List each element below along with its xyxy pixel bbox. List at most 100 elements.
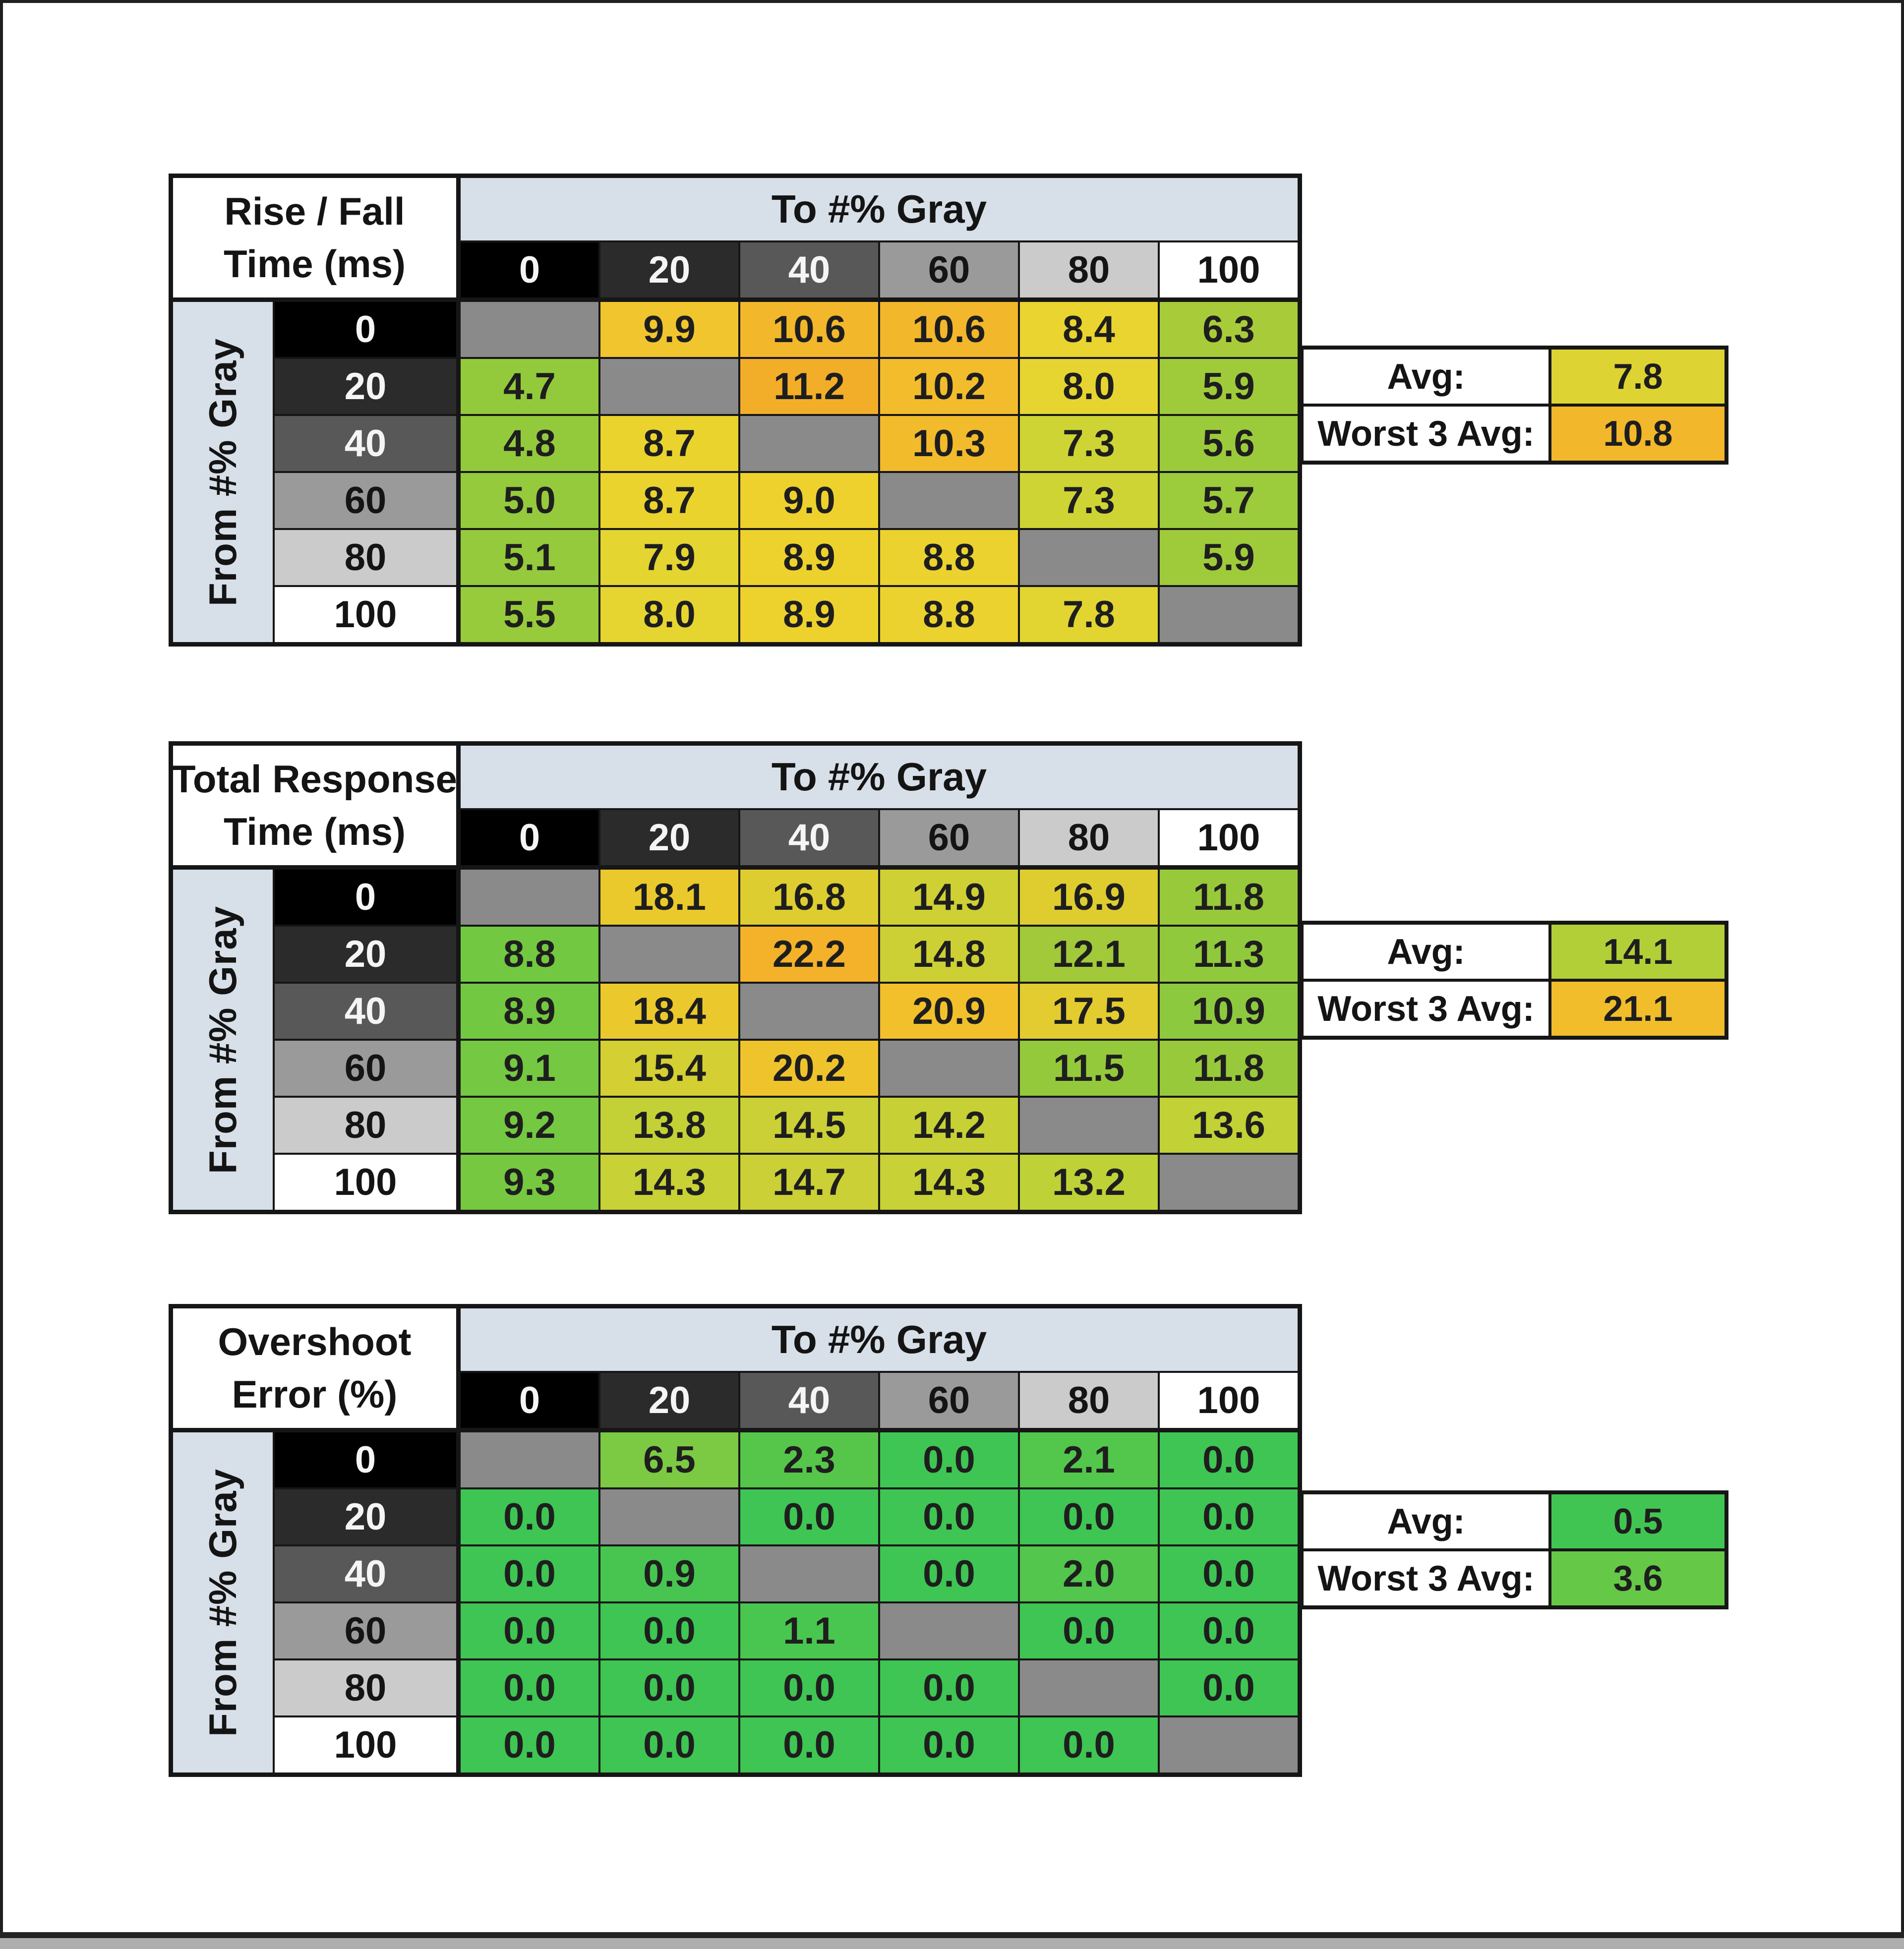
data-cell: 20.2	[739, 1040, 879, 1097]
diagonal-cell	[1019, 529, 1159, 586]
col-header-80: 80	[1019, 1372, 1159, 1431]
diagonal-cell	[739, 983, 879, 1040]
col-header-100: 100	[1159, 1372, 1299, 1431]
row-header-80: 80	[274, 1097, 460, 1154]
row-header-20: 20	[274, 1488, 460, 1545]
data-cell: 6.5	[599, 1431, 739, 1488]
data-cell: 18.1	[599, 869, 739, 926]
data-cell: 13.6	[1159, 1097, 1299, 1154]
data-cell: 0.0	[739, 1488, 879, 1545]
data-cell: 0.0	[879, 1659, 1019, 1716]
avg-value: 7.8	[1550, 348, 1726, 405]
diagonal-cell	[599, 358, 739, 415]
avg-label: Avg:	[1302, 1493, 1550, 1550]
row-header-40: 40	[274, 1545, 460, 1602]
avg-label: Avg:	[1302, 348, 1550, 405]
worst3-avg-label: Worst 3 Avg:	[1302, 405, 1550, 462]
to-gray-band: To #% Gray	[460, 177, 1299, 241]
row-header-20: 20	[274, 926, 460, 983]
row-header-0: 0	[274, 1431, 460, 1488]
data-cell: 7.3	[1019, 472, 1159, 529]
data-cell: 5.1	[460, 529, 599, 586]
col-header-0: 0	[460, 809, 599, 869]
col-header-40: 40	[739, 1372, 879, 1431]
data-cell: 18.4	[599, 983, 739, 1040]
data-cell: 11.8	[1159, 869, 1299, 926]
data-cell: 0.0	[1159, 1431, 1299, 1488]
data-cell: 20.9	[879, 983, 1019, 1040]
diagonal-cell	[599, 926, 739, 983]
data-cell: 7.8	[1019, 586, 1159, 643]
row-header-80: 80	[274, 1659, 460, 1716]
from-gray-label: From #% Gray	[201, 905, 244, 1174]
data-cell: 0.0	[460, 1488, 599, 1545]
data-cell: 1.1	[739, 1602, 879, 1659]
row-header-0: 0	[274, 869, 460, 926]
data-cell: 14.8	[879, 926, 1019, 983]
col-header-20: 20	[599, 809, 739, 869]
bottom-divider-line	[0, 1932, 1904, 1938]
worst3-avg-label: Worst 3 Avg:	[1302, 980, 1550, 1037]
data-cell: 9.2	[460, 1097, 599, 1154]
data-cell: 0.0	[460, 1545, 599, 1602]
col-header-80: 80	[1019, 809, 1159, 869]
data-cell: 14.2	[879, 1097, 1019, 1154]
diagonal-cell	[739, 1545, 879, 1602]
diagonal-cell	[879, 1602, 1019, 1659]
data-cell: 10.9	[1159, 983, 1299, 1040]
data-cell: 9.3	[460, 1154, 599, 1211]
from-gray-label: From #% Gray	[201, 1468, 244, 1737]
col-header-100: 100	[1159, 809, 1299, 869]
row-header-40: 40	[274, 415, 460, 472]
col-header-60: 60	[879, 241, 1019, 301]
from-gray-band: From #% Gray	[172, 301, 274, 643]
diagonal-cell	[460, 869, 599, 926]
row-header-80: 80	[274, 529, 460, 586]
data-cell: 0.0	[739, 1659, 879, 1716]
bottom-scroll-strip	[0, 1938, 1904, 1949]
diagonal-cell	[599, 1488, 739, 1545]
worst3-avg-label: Worst 3 Avg:	[1302, 1550, 1550, 1607]
data-cell: 0.0	[879, 1545, 1019, 1602]
data-cell: 0.0	[599, 1716, 739, 1773]
col-header-40: 40	[739, 809, 879, 869]
diagonal-cell	[460, 1431, 599, 1488]
data-cell: 10.6	[879, 301, 1019, 358]
data-cell: 14.9	[879, 869, 1019, 926]
diagonal-cell	[1159, 1154, 1299, 1211]
data-cell: 0.0	[1159, 1488, 1299, 1545]
data-cell: 5.7	[1159, 472, 1299, 529]
measurement-table-grid: Rise / Fall Time (ms) To #% Gray 0 20 40 60 80 1…	[169, 174, 1302, 647]
data-cell: 16.9	[1019, 869, 1159, 926]
col-header-60: 60	[879, 809, 1019, 869]
data-cell: 12.1	[1019, 926, 1159, 983]
data-cell: 0.0	[1159, 1659, 1299, 1716]
data-cell: 8.4	[1019, 301, 1159, 358]
table-title-line2: Error (%)	[232, 1372, 398, 1416]
table-title-line2: Time (ms)	[224, 241, 406, 286]
data-cell: 0.0	[1019, 1602, 1159, 1659]
data-cell: 8.7	[599, 415, 739, 472]
table-title-line1: Overshoot	[218, 1320, 412, 1364]
col-header-100: 100	[1159, 241, 1299, 301]
diagonal-cell	[1159, 586, 1299, 643]
data-cell: 5.9	[1159, 529, 1299, 586]
overshoot-error-table: Overshoot Error (%) To #% Gray 0 20 40 60 80 100…	[169, 1304, 1728, 1777]
data-cell: 8.8	[460, 926, 599, 983]
avg-summary-box: Avg: 7.8 Worst 3 Avg: 10.8	[1300, 346, 1728, 465]
data-cell: 4.7	[460, 358, 599, 415]
data-cell: 8.8	[879, 529, 1019, 586]
table-title: Rise / Fall Time (ms)	[172, 177, 460, 301]
table-title-line1: Total Response	[172, 757, 457, 801]
data-cell: 0.0	[599, 1659, 739, 1716]
data-cell: 11.5	[1019, 1040, 1159, 1097]
avg-value: 14.1	[1550, 923, 1726, 980]
table-title: Overshoot Error (%)	[172, 1307, 460, 1431]
diagonal-cell	[460, 301, 599, 358]
data-cell: 0.0	[1159, 1545, 1299, 1602]
row-header-40: 40	[274, 983, 460, 1040]
rise-fall-time-table: Rise / Fall Time (ms) To #% Gray 0 20 40 60 80 1…	[169, 174, 1728, 647]
data-cell: 0.0	[879, 1716, 1019, 1773]
col-header-20: 20	[599, 1372, 739, 1431]
avg-label: Avg:	[1302, 923, 1550, 980]
